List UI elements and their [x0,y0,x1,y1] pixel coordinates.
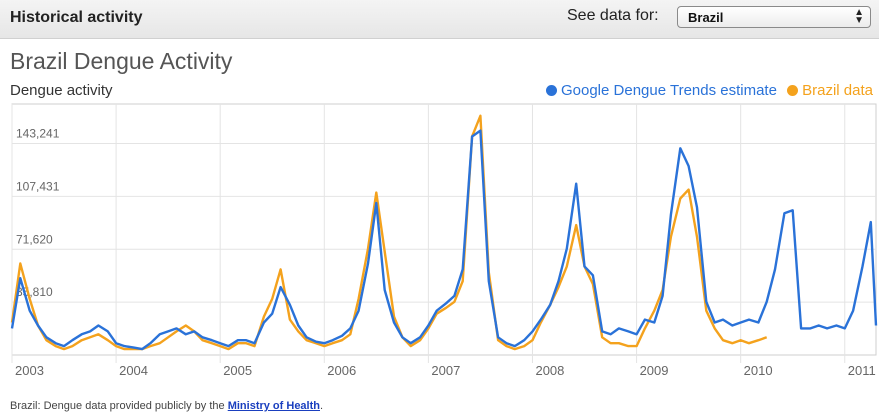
footnote-suffix: . [320,400,324,412]
y-tick-label: 143,241 [16,127,60,141]
chart-title: Brazil Dengue Activity [10,48,233,74]
x-tick-label: 2007 [431,363,460,378]
x-tick-label: 2005 [223,363,252,378]
x-tick-label: 2009 [640,363,669,378]
x-tick-label: 2004 [119,363,148,378]
legend-label-google: Google Dengue Trends estimate [560,82,777,99]
footnote-text: Brazil: Dengue data provided publicly by… [10,400,225,412]
x-tick-label: 2010 [744,363,773,378]
x-tick-label: 2006 [327,363,356,378]
series-line-brazil-data [10,114,768,351]
ministry-of-health-link[interactable]: Ministry of Health [227,400,320,412]
series-line-google-dengue-trends [10,129,878,351]
legend: Google Dengue Trends estimate Brazil dat… [540,82,873,99]
x-tick-label: 2008 [535,363,564,378]
y-tick-label: 107,431 [16,179,60,193]
plot-frame [11,103,877,356]
section-title: Historical activity [10,9,143,26]
x-tick-label: 2003 [15,363,44,378]
footnote: Brazil: Dengue data provided publicly by… [10,400,323,412]
legend-label-brazil: Brazil data [802,82,873,99]
select-arrows-icon: ▲ ▼ [854,7,864,26]
legend-dot-icon [787,85,799,96]
legend-item-brazil[interactable]: Brazil data [787,82,873,99]
y-axis-label: Dengue activity [10,82,113,99]
header-bar: Historical activity See data for: Brazil… [0,0,879,39]
x-tick-label: 2011 [848,363,876,378]
y-tick-label: 35,810 [16,285,53,299]
legend-item-google[interactable]: Google Dengue Trends estimate [545,82,777,99]
see-data-label: See data for: [567,7,659,24]
y-tick-label: 71,620 [16,232,53,246]
country-select[interactable]: Brazil ▲ ▼ [677,6,871,28]
legend-dot-icon [545,85,557,96]
country-select-value: Brazil [688,10,724,25]
